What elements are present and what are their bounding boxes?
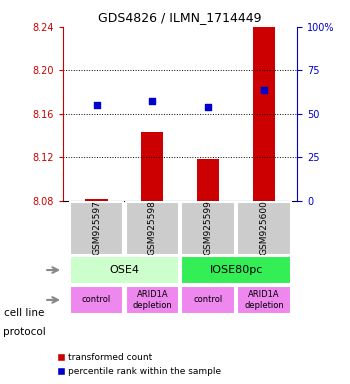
Text: cell line: cell line (4, 308, 44, 318)
FancyBboxPatch shape (181, 202, 235, 255)
Point (205, 104, 211, 110)
Text: IOSE80pc: IOSE80pc (209, 265, 263, 275)
Bar (141, 132, 163, 201)
FancyBboxPatch shape (70, 256, 179, 285)
Text: control: control (82, 295, 111, 305)
Text: GSM925600: GSM925600 (259, 200, 268, 255)
Text: control: control (194, 295, 223, 305)
Text: OSE4: OSE4 (110, 265, 139, 275)
Point (94, 102, 99, 108)
Bar (197, 159, 219, 201)
Text: protocol: protocol (4, 327, 46, 337)
Legend: transformed count, percentile rank within the sample: transformed count, percentile rank withi… (54, 350, 225, 379)
FancyBboxPatch shape (181, 256, 291, 285)
FancyBboxPatch shape (237, 202, 291, 255)
FancyBboxPatch shape (181, 286, 235, 314)
FancyBboxPatch shape (126, 286, 179, 314)
FancyBboxPatch shape (70, 202, 123, 255)
Text: GSM925599: GSM925599 (204, 200, 213, 255)
FancyBboxPatch shape (126, 202, 179, 255)
Bar (253, 11, 275, 201)
FancyBboxPatch shape (70, 286, 123, 314)
Title: GDS4826 / ILMN_1714449: GDS4826 / ILMN_1714449 (98, 11, 262, 24)
Point (261, 87, 267, 93)
Text: ARID1A
depletion: ARID1A depletion (244, 290, 284, 310)
Point (149, 98, 155, 104)
Bar (85, 199, 108, 201)
Text: ARID1A
depletion: ARID1A depletion (132, 290, 172, 310)
Text: GSM925598: GSM925598 (148, 200, 157, 255)
FancyBboxPatch shape (237, 286, 291, 314)
Text: GSM925597: GSM925597 (92, 200, 101, 255)
